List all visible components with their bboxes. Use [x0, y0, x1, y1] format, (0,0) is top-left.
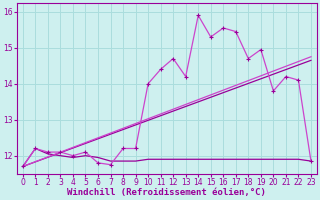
X-axis label: Windchill (Refroidissement éolien,°C): Windchill (Refroidissement éolien,°C) — [68, 188, 266, 197]
